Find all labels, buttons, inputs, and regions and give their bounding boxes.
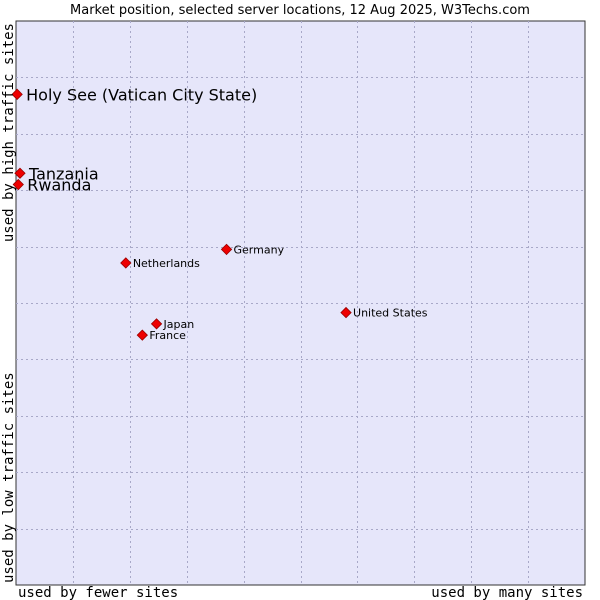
data-point: Japan <box>150 318 195 331</box>
point-marker <box>136 329 148 341</box>
y-axis-label-bottom: used by low traffic sites <box>1 372 17 583</box>
chart-title: Market position, selected server locatio… <box>70 3 530 18</box>
point-label: Japan <box>163 318 195 331</box>
point-marker <box>150 318 163 330</box>
point-label: France <box>149 329 186 342</box>
point-marker <box>340 306 352 319</box>
x-axis-label-right: used by many sites <box>431 585 583 600</box>
point-marker <box>120 257 132 269</box>
point-marker <box>11 88 23 100</box>
data-points: Holy See (Vatican City State) TanzaniaRwa… <box>11 85 428 342</box>
point-label: Rwanda <box>27 176 91 195</box>
point-label: United States <box>353 307 428 320</box>
data-point: Netherlands <box>120 257 200 270</box>
point-label: Holy See (Vatican City State) <box>26 85 257 104</box>
y-axis-label-top: used by high traffic sites <box>1 23 17 242</box>
plot-area <box>15 20 586 586</box>
data-point: United States <box>340 306 428 320</box>
data-point: Tanzania <box>14 164 99 183</box>
data-point: Germany <box>220 243 285 256</box>
point-label: Germany <box>234 243 285 256</box>
point-label: Netherlands <box>133 257 200 270</box>
point-marker <box>220 243 233 256</box>
point-label: Tanzania <box>28 164 99 183</box>
data-point: Holy See (Vatican City State) <box>11 85 257 104</box>
data-point: France <box>136 329 186 342</box>
data-point: Rwanda <box>12 176 91 195</box>
x-axis-label-left: used by fewer sites <box>18 585 178 600</box>
point-marker <box>14 167 26 179</box>
point-marker <box>12 178 24 191</box>
grid-lines <box>16 21 585 585</box>
